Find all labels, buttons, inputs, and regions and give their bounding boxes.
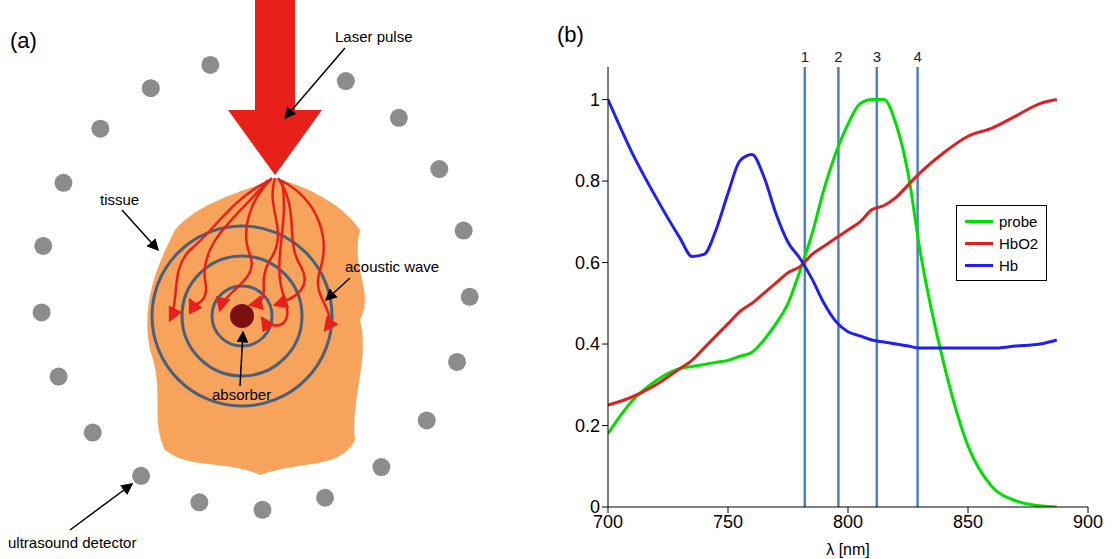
svg-text:700: 700 <box>593 511 623 532</box>
svg-text:900: 900 <box>1073 512 1103 532</box>
svg-text:750: 750 <box>713 512 743 532</box>
svg-text:0.4: 0.4 <box>575 334 600 354</box>
html-text:(b): (b) <box>557 22 584 47</box>
html-text:HbO2: HbO2 <box>999 234 1039 252</box>
svg-text:Laser pulse: Laser pulse <box>335 28 413 45</box>
svg-text:(a): (a) <box>10 28 37 53</box>
html-text:Hb: Hb <box>999 256 1019 274</box>
svg-text:0.2: 0.2 <box>575 416 600 436</box>
svg-text:tissue: tissue <box>100 191 139 208</box>
svg-text:1: 1 <box>801 48 809 65</box>
svg-text:acoustic wave: acoustic wave <box>345 258 439 275</box>
svg-text:3: 3 <box>873 48 881 65</box>
svg-text:2: 2 <box>834 48 842 65</box>
svg-text:4: 4 <box>913 48 921 65</box>
svg-text:ultrasound detector: ultrasound detector <box>8 534 136 551</box>
svg-text:1: 1 <box>590 90 600 110</box>
svg-text:λ [nm]: λ [nm] <box>826 541 870 558</box>
svg-text:0.6: 0.6 <box>575 253 600 273</box>
svg-text:0.8: 0.8 <box>575 171 600 191</box>
svg-text:absorber: absorber <box>212 386 271 403</box>
html-text:probe: probe <box>999 212 1038 230</box>
svg-text:800: 800 <box>833 512 863 532</box>
svg-text:0: 0 <box>590 497 600 517</box>
svg-text:850: 850 <box>953 512 983 532</box>
